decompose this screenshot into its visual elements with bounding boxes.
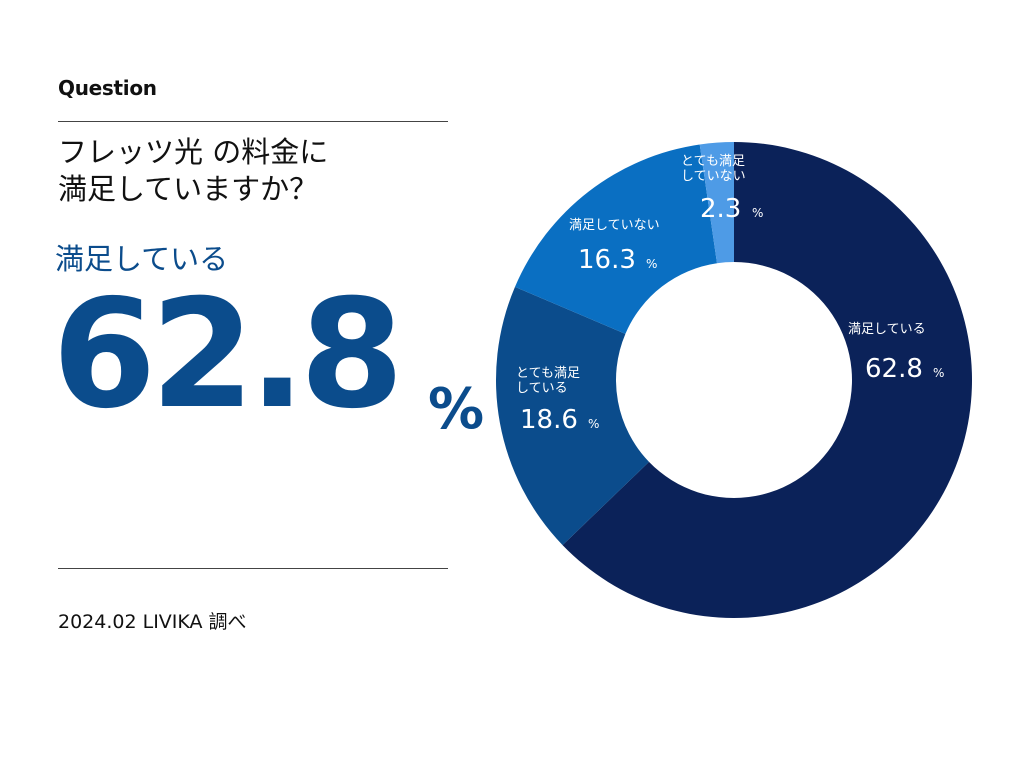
highlight-value: 62.8 (52, 268, 404, 442)
slice-value: 16.3 (578, 245, 636, 275)
slice-value: 18.6 (520, 405, 578, 435)
slice-unit: % (588, 417, 599, 431)
question-label: Question (58, 76, 157, 100)
slice-label: 満足していない (569, 218, 660, 233)
donut-slice (514, 144, 718, 334)
highlight-unit: % (428, 377, 485, 442)
slice-label: 満足している (848, 322, 926, 337)
donut-slice (562, 142, 973, 618)
highlight-label: 満足している (55, 242, 229, 276)
donut-slice (699, 142, 734, 264)
slice-label: していない (681, 169, 746, 184)
slice-label: とても満足 (516, 366, 580, 381)
bottom-divider (58, 568, 448, 569)
top-divider (58, 121, 448, 122)
slice-label: している (516, 381, 568, 396)
slice-value: 62.8 (865, 354, 923, 384)
source-note: 2024.02 LIVIKA 調べ (58, 611, 247, 633)
slice-unit: % (646, 257, 657, 271)
question-title-line2: 満足していますか？ (58, 172, 319, 206)
donut-slice (496, 286, 650, 546)
slice-value: 2.3 (700, 194, 741, 224)
slice-label: とても満足 (681, 154, 745, 169)
slice-unit: % (752, 206, 763, 220)
question-title: フレッツ光 の料金に 満足していますか？ (58, 134, 458, 208)
slice-unit: % (933, 366, 944, 380)
question-title-line1: フレッツ光 の料金に (58, 135, 329, 169)
